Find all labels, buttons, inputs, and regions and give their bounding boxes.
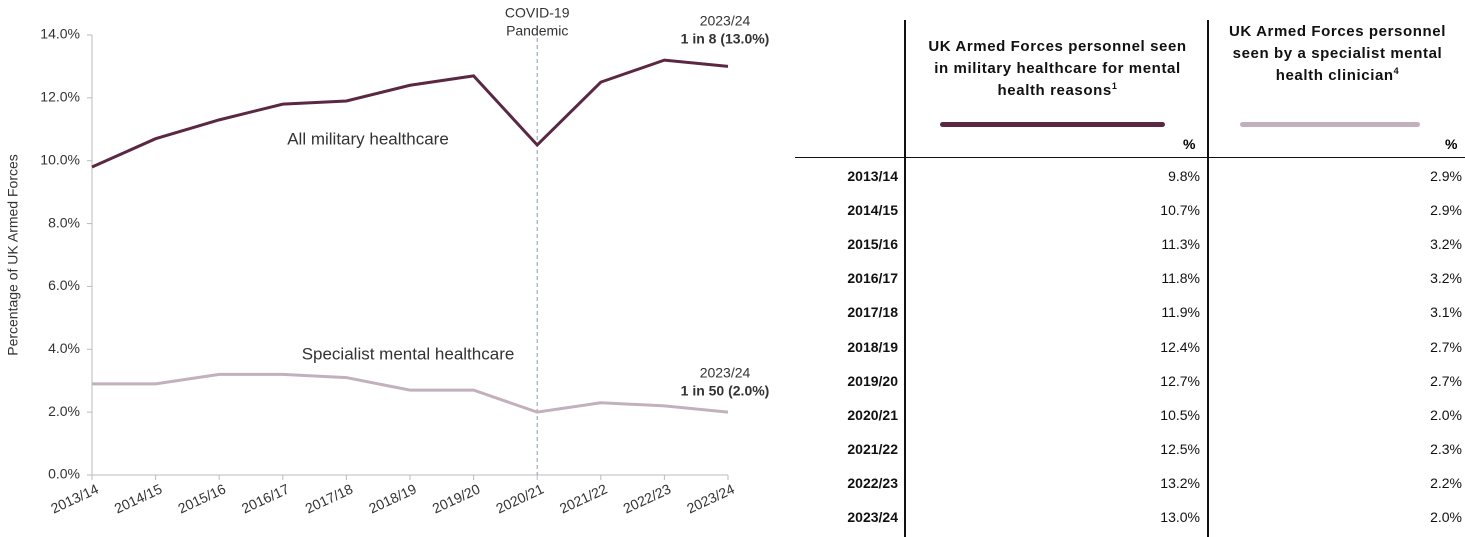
- vertical-rule: [1207, 20, 1209, 537]
- x-tick-label: 2018/19: [366, 480, 419, 516]
- header-rule: [795, 157, 1465, 158]
- cell-value: 2.2%: [1430, 474, 1462, 491]
- annotation: 1 in 8 (13.0%): [681, 31, 770, 47]
- row-label: 2022/23: [847, 474, 898, 491]
- cell-value: 10.5%: [1160, 406, 1200, 423]
- series-line: [91, 58, 729, 169]
- y-tick-label: 8.0%: [48, 214, 80, 230]
- x-tick-label: 2020/21: [493, 480, 546, 516]
- x-tick-label: 2019/20: [430, 480, 483, 516]
- row-label: 2014/15: [847, 202, 898, 219]
- annotation: COVID-19: [505, 5, 570, 21]
- y-tick-label: 10.0%: [40, 151, 80, 167]
- y-tick-label: 12.0%: [40, 89, 80, 105]
- x-tick-label: 2023/24: [684, 480, 737, 516]
- unit-label: %: [1183, 136, 1196, 152]
- x-tick-label: 2021/22: [557, 480, 610, 516]
- header-text: UK Armed Forces personnel seen in milita…: [928, 38, 1187, 99]
- x-tick-label: 2017/18: [303, 480, 356, 516]
- row-label: 2016/17: [847, 270, 898, 287]
- cell-value: 10.7%: [1160, 202, 1200, 219]
- x-tick-label: 2016/17: [239, 480, 292, 516]
- column-header: UK Armed Forces personnel seen in milita…: [920, 36, 1195, 102]
- cell-value: 13.2%: [1160, 474, 1200, 491]
- y-tick-label: 0.0%: [48, 466, 80, 482]
- annotation: 2023/24: [700, 365, 751, 381]
- series-line: [92, 372, 729, 414]
- cell-value: 2.0%: [1430, 509, 1462, 525]
- row-label: 2018/19: [847, 338, 898, 355]
- x-tick-label: 2022/23: [621, 480, 674, 516]
- row-label: 2019/20: [847, 372, 898, 389]
- cell-value: 3.1%: [1430, 304, 1462, 321]
- cell-value: 2.9%: [1430, 168, 1462, 184]
- annotation: 2023/24: [700, 13, 751, 29]
- x-tick-label: 2015/16: [175, 480, 228, 516]
- legend-swatch: [1240, 122, 1420, 127]
- cell-value: 2.3%: [1430, 440, 1462, 457]
- cell-value: 12.4%: [1160, 338, 1200, 355]
- vertical-rule: [904, 20, 906, 537]
- row-label: 2023/24: [847, 509, 898, 525]
- annotation: 1 in 50 (2.0%): [681, 383, 770, 399]
- series-label: All military healthcare: [287, 129, 449, 148]
- cell-value: 3.2%: [1430, 236, 1462, 253]
- legend-swatch: [940, 122, 1165, 127]
- row-label: 2015/16: [847, 236, 898, 253]
- cell-value: 2.7%: [1430, 372, 1462, 389]
- y-tick-label: 6.0%: [48, 277, 80, 293]
- cell-value: 11.9%: [1161, 304, 1200, 321]
- cell-value: 11.3%: [1161, 236, 1200, 253]
- unit-label: %: [1445, 136, 1458, 152]
- cell-value: 2.7%: [1430, 338, 1462, 355]
- annotation: Pandemic: [506, 23, 568, 39]
- row-label: 2013/14: [847, 168, 898, 184]
- series-label: Specialist mental healthcare: [302, 344, 515, 363]
- row-label: 2017/18: [847, 304, 898, 321]
- cell-value: 13.0%: [1160, 509, 1200, 525]
- cell-value: 12.7%: [1160, 372, 1200, 389]
- cell-value: 3.2%: [1430, 270, 1462, 287]
- cell-value: 9.8%: [1168, 168, 1200, 184]
- footnote-ref: 1: [1111, 81, 1118, 91]
- chart: Percentage of UK Armed Forces 0.0% 2.0% 4.…: [5, 5, 770, 517]
- header-text: UK Armed Forces personnel seen by a spec…: [1229, 23, 1446, 84]
- footnote-ref: 4: [1393, 66, 1400, 76]
- y-tick-label: 2.0%: [48, 403, 80, 419]
- x-tick-label: 2013/14: [48, 480, 101, 516]
- cell-value: 2.9%: [1430, 202, 1462, 219]
- y-tick-label: 4.0%: [48, 340, 80, 356]
- x-tick-label: 2014/15: [112, 480, 165, 516]
- table: UK Armed Forces personnel seen in milita…: [790, 0, 1465, 537]
- row-label: 2020/21: [847, 406, 898, 423]
- y-axis-label: Percentage of UK Armed Forces: [5, 154, 21, 356]
- column-header: UK Armed Forces personnel seen by a spec…: [1215, 21, 1460, 87]
- cell-value: 11.8%: [1161, 270, 1200, 287]
- y-tick-label: 14.0%: [40, 26, 80, 42]
- cell-value: 2.0%: [1430, 406, 1462, 423]
- row-label: 2021/22: [847, 440, 898, 457]
- cell-value: 12.5%: [1160, 440, 1200, 457]
